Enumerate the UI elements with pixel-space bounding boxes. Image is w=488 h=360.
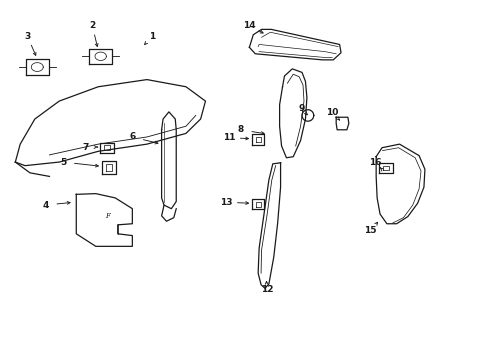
Text: 14: 14	[243, 21, 255, 30]
Text: 9: 9	[298, 104, 305, 113]
Text: 11: 11	[222, 133, 235, 142]
Text: 16: 16	[368, 158, 381, 167]
Text: 13: 13	[219, 198, 232, 207]
Text: 7: 7	[82, 143, 89, 152]
Text: 8: 8	[237, 125, 243, 134]
Text: 2: 2	[89, 21, 95, 30]
Text: 3: 3	[24, 32, 31, 41]
Text: 15: 15	[363, 226, 376, 235]
Text: 12: 12	[260, 285, 273, 294]
Text: 1: 1	[148, 32, 155, 41]
Text: 6: 6	[129, 132, 135, 141]
Text: 10: 10	[325, 108, 338, 117]
Text: 4: 4	[42, 201, 49, 210]
Text: F: F	[105, 212, 110, 220]
Text: 5: 5	[60, 158, 66, 167]
